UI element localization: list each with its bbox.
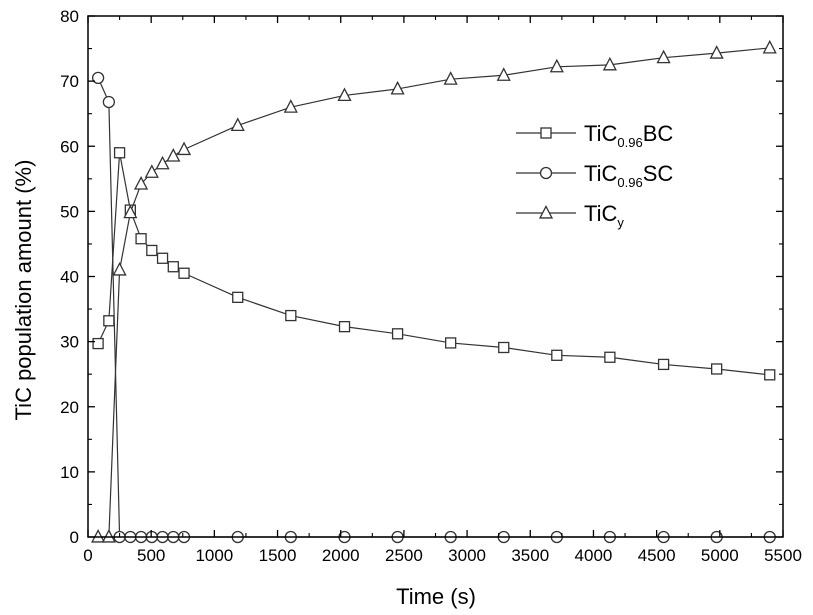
x-tick-label: 2500 <box>385 546 423 565</box>
data-point-square <box>657 358 670 371</box>
data-point-square <box>498 341 510 354</box>
data-point-triangle <box>443 71 458 85</box>
legend-entry-square: TiC0.96BC <box>516 121 673 150</box>
data-point-square <box>146 244 158 257</box>
y-tick-label: 70 <box>60 72 79 91</box>
legend-label-subscript: 0.96 <box>617 135 642 150</box>
data-point-square <box>135 233 147 245</box>
legend-marker-triangle <box>538 204 554 219</box>
x-tick-label: 1500 <box>259 546 297 565</box>
data-point-triangle <box>101 528 116 543</box>
x-tick-label: 4500 <box>638 546 676 565</box>
data-point-square <box>764 369 776 381</box>
legend-label: TiC0.96SC <box>584 161 673 190</box>
y-tick-label: 80 <box>60 7 79 26</box>
data-point-triangle <box>134 176 149 190</box>
x-axis-title: Time (s) <box>396 584 476 609</box>
legend-entry-circle: TiC0.96SC <box>516 161 673 190</box>
legend-label-main: TiC <box>584 121 618 146</box>
series-line-triangle <box>98 47 770 538</box>
series-square <box>92 147 776 381</box>
y-tick-label: 40 <box>60 268 79 287</box>
data-point-triangle <box>656 49 671 64</box>
series-layer <box>91 39 777 544</box>
data-point-triangle <box>709 45 724 59</box>
x-tick-label: 5500 <box>764 546 802 565</box>
x-tick-label: 1000 <box>195 546 233 565</box>
x-tick-label: 5000 <box>701 546 739 565</box>
data-point-square <box>103 315 115 327</box>
data-point-circle <box>91 71 105 85</box>
x-tick-label: 500 <box>137 546 165 565</box>
x-tick-label: 2000 <box>322 546 360 565</box>
axes-layer: 0 500 1000 1500 2000 2500 3000 3500 4000 4500 5000… <box>60 7 802 565</box>
data-point-triangle <box>123 204 138 219</box>
data-point-triangle <box>166 148 181 162</box>
data-point-square <box>711 363 723 375</box>
legend-marker-circle <box>539 166 553 180</box>
data-point-triangle <box>762 39 777 54</box>
data-point-triangle <box>496 67 511 81</box>
y-tick-label: 60 <box>60 137 79 156</box>
data-point-triangle <box>155 155 170 170</box>
data-point-triangle <box>337 87 352 102</box>
data-point-square <box>285 309 297 322</box>
data-point-triangle <box>230 117 245 132</box>
legend-label: TiCy <box>584 201 624 230</box>
y-tick-label: 10 <box>60 463 79 482</box>
data-point-triangle <box>283 99 298 113</box>
legend-entry-triangle: TiCy <box>516 201 624 230</box>
y-tick-label: 0 <box>70 528 79 547</box>
y-tick-label: 20 <box>60 398 79 417</box>
legend-marker-square <box>540 127 552 139</box>
data-point-triangle <box>602 56 617 71</box>
x-tick-label: 0 <box>83 546 92 565</box>
series-line-square <box>97 152 770 376</box>
data-point-triangle <box>176 141 192 156</box>
data-point-square <box>167 261 179 273</box>
legend-label-subscript: 0.96 <box>617 175 642 190</box>
legend-label-main: TiC <box>584 161 618 186</box>
data-point-square <box>113 147 126 159</box>
data-point-square <box>391 328 404 340</box>
data-point-square <box>92 337 104 350</box>
data-point-square <box>156 252 169 264</box>
series-triangle <box>91 39 777 543</box>
data-point-triangle <box>390 80 405 95</box>
x-tick-label: 3000 <box>448 546 486 565</box>
data-point-square <box>551 349 563 361</box>
y-tick-label: 50 <box>60 202 79 221</box>
legend-label-tail: SC <box>643 161 674 186</box>
x-tick-label: 4000 <box>575 546 613 565</box>
legend-label: TiC0.96BC <box>584 121 673 150</box>
legend-label-main: TiC <box>584 201 618 226</box>
data-point-triangle <box>144 164 159 178</box>
data-point-square <box>338 320 351 333</box>
y-axis-title: TiC population amount (%) <box>11 160 36 421</box>
data-point-square <box>232 291 244 303</box>
y-tick-label: 30 <box>60 333 79 352</box>
data-point-triangle <box>112 261 127 276</box>
legend-label-subscript: y <box>617 215 624 230</box>
data-point-circle <box>102 95 115 109</box>
x-tick-label: 3500 <box>511 546 549 565</box>
data-point-square <box>604 351 616 363</box>
data-point-square <box>445 337 457 349</box>
series-line-circle <box>97 77 770 538</box>
data-point-triangle <box>91 528 106 543</box>
data-point-triangle <box>549 58 564 73</box>
data-point-square <box>178 267 190 279</box>
legend-label-tail: BC <box>643 121 674 146</box>
